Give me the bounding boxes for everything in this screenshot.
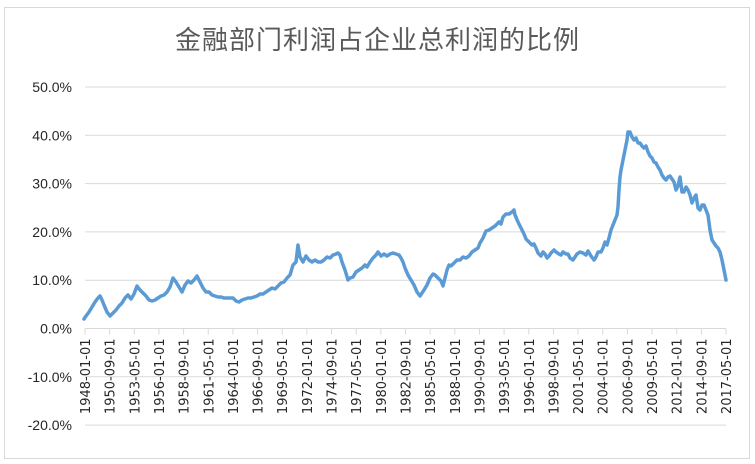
x-tick-label: 1948-01-01 xyxy=(79,339,94,415)
x-tick-label: 1956-01-01 xyxy=(153,339,168,415)
x-tick-label: 1964-01-01 xyxy=(227,339,242,415)
x-tick-label: 1961-05-01 xyxy=(202,339,217,415)
data-line xyxy=(82,130,728,321)
y-tick-label: 20.0% xyxy=(32,224,72,240)
x-tick-label: 2004-01-01 xyxy=(597,339,612,415)
y-tick-label: 50.0% xyxy=(32,79,72,95)
y-tick-label: -20.0% xyxy=(28,417,72,433)
x-tick-label: 1988-01-01 xyxy=(449,339,464,415)
x-tick-label: 2012-01-01 xyxy=(671,339,686,415)
x-tick-label: 1969-05-01 xyxy=(276,339,291,415)
x-tick-label: 1990-09-01 xyxy=(473,339,488,415)
x-tick-label: 2006-09-01 xyxy=(621,339,636,415)
x-tick-label: 2001-05-01 xyxy=(572,339,587,415)
y-tick-label: 40.0% xyxy=(32,127,72,143)
x-tick-label: 1974-09-01 xyxy=(326,339,341,415)
y-tick-label: -10.0% xyxy=(28,369,72,385)
x-tick-label: 1985-05-01 xyxy=(424,339,439,415)
x-tick-label: 1982-09-01 xyxy=(400,339,415,415)
y-tick-label: 10.0% xyxy=(32,272,72,288)
x-tick-label: 1993-05-01 xyxy=(498,339,513,415)
x-tick-label: 2017-05-01 xyxy=(720,339,735,415)
x-tick-label: 2009-05-01 xyxy=(646,339,661,415)
x-tick-label: 1998-09-01 xyxy=(547,339,562,415)
x-tick-label: 1996-01-01 xyxy=(523,339,538,415)
x-tick-label: 1958-09-01 xyxy=(178,339,193,415)
chart-title: 金融部门利润占企业总利润的比例 xyxy=(174,26,580,56)
y-tick-label: 30.0% xyxy=(32,176,72,192)
x-tick-label: 1972-01-01 xyxy=(301,339,316,415)
x-axis-ticks: 1948-01-01 1950-09-01 1953-05-01 1956-01-01… xyxy=(79,328,735,415)
x-tick-label: 2014-09-01 xyxy=(695,339,710,415)
x-tick-label: 1980-01-01 xyxy=(375,339,390,415)
y-axis-ticks: 50.0% 40.0% 30.0% 20.0% 10.0% 0.0% -10.0% -20.0… xyxy=(28,79,72,433)
chart-frame xyxy=(4,7,750,459)
x-tick-label: 1953-05-01 xyxy=(128,339,143,415)
x-tick-label: 1950-09-01 xyxy=(104,339,119,415)
x-tick-label: 1966-09-01 xyxy=(252,339,267,415)
y-tick-label: 0.0% xyxy=(40,321,72,337)
x-tick-label: 1977-05-01 xyxy=(350,339,365,415)
